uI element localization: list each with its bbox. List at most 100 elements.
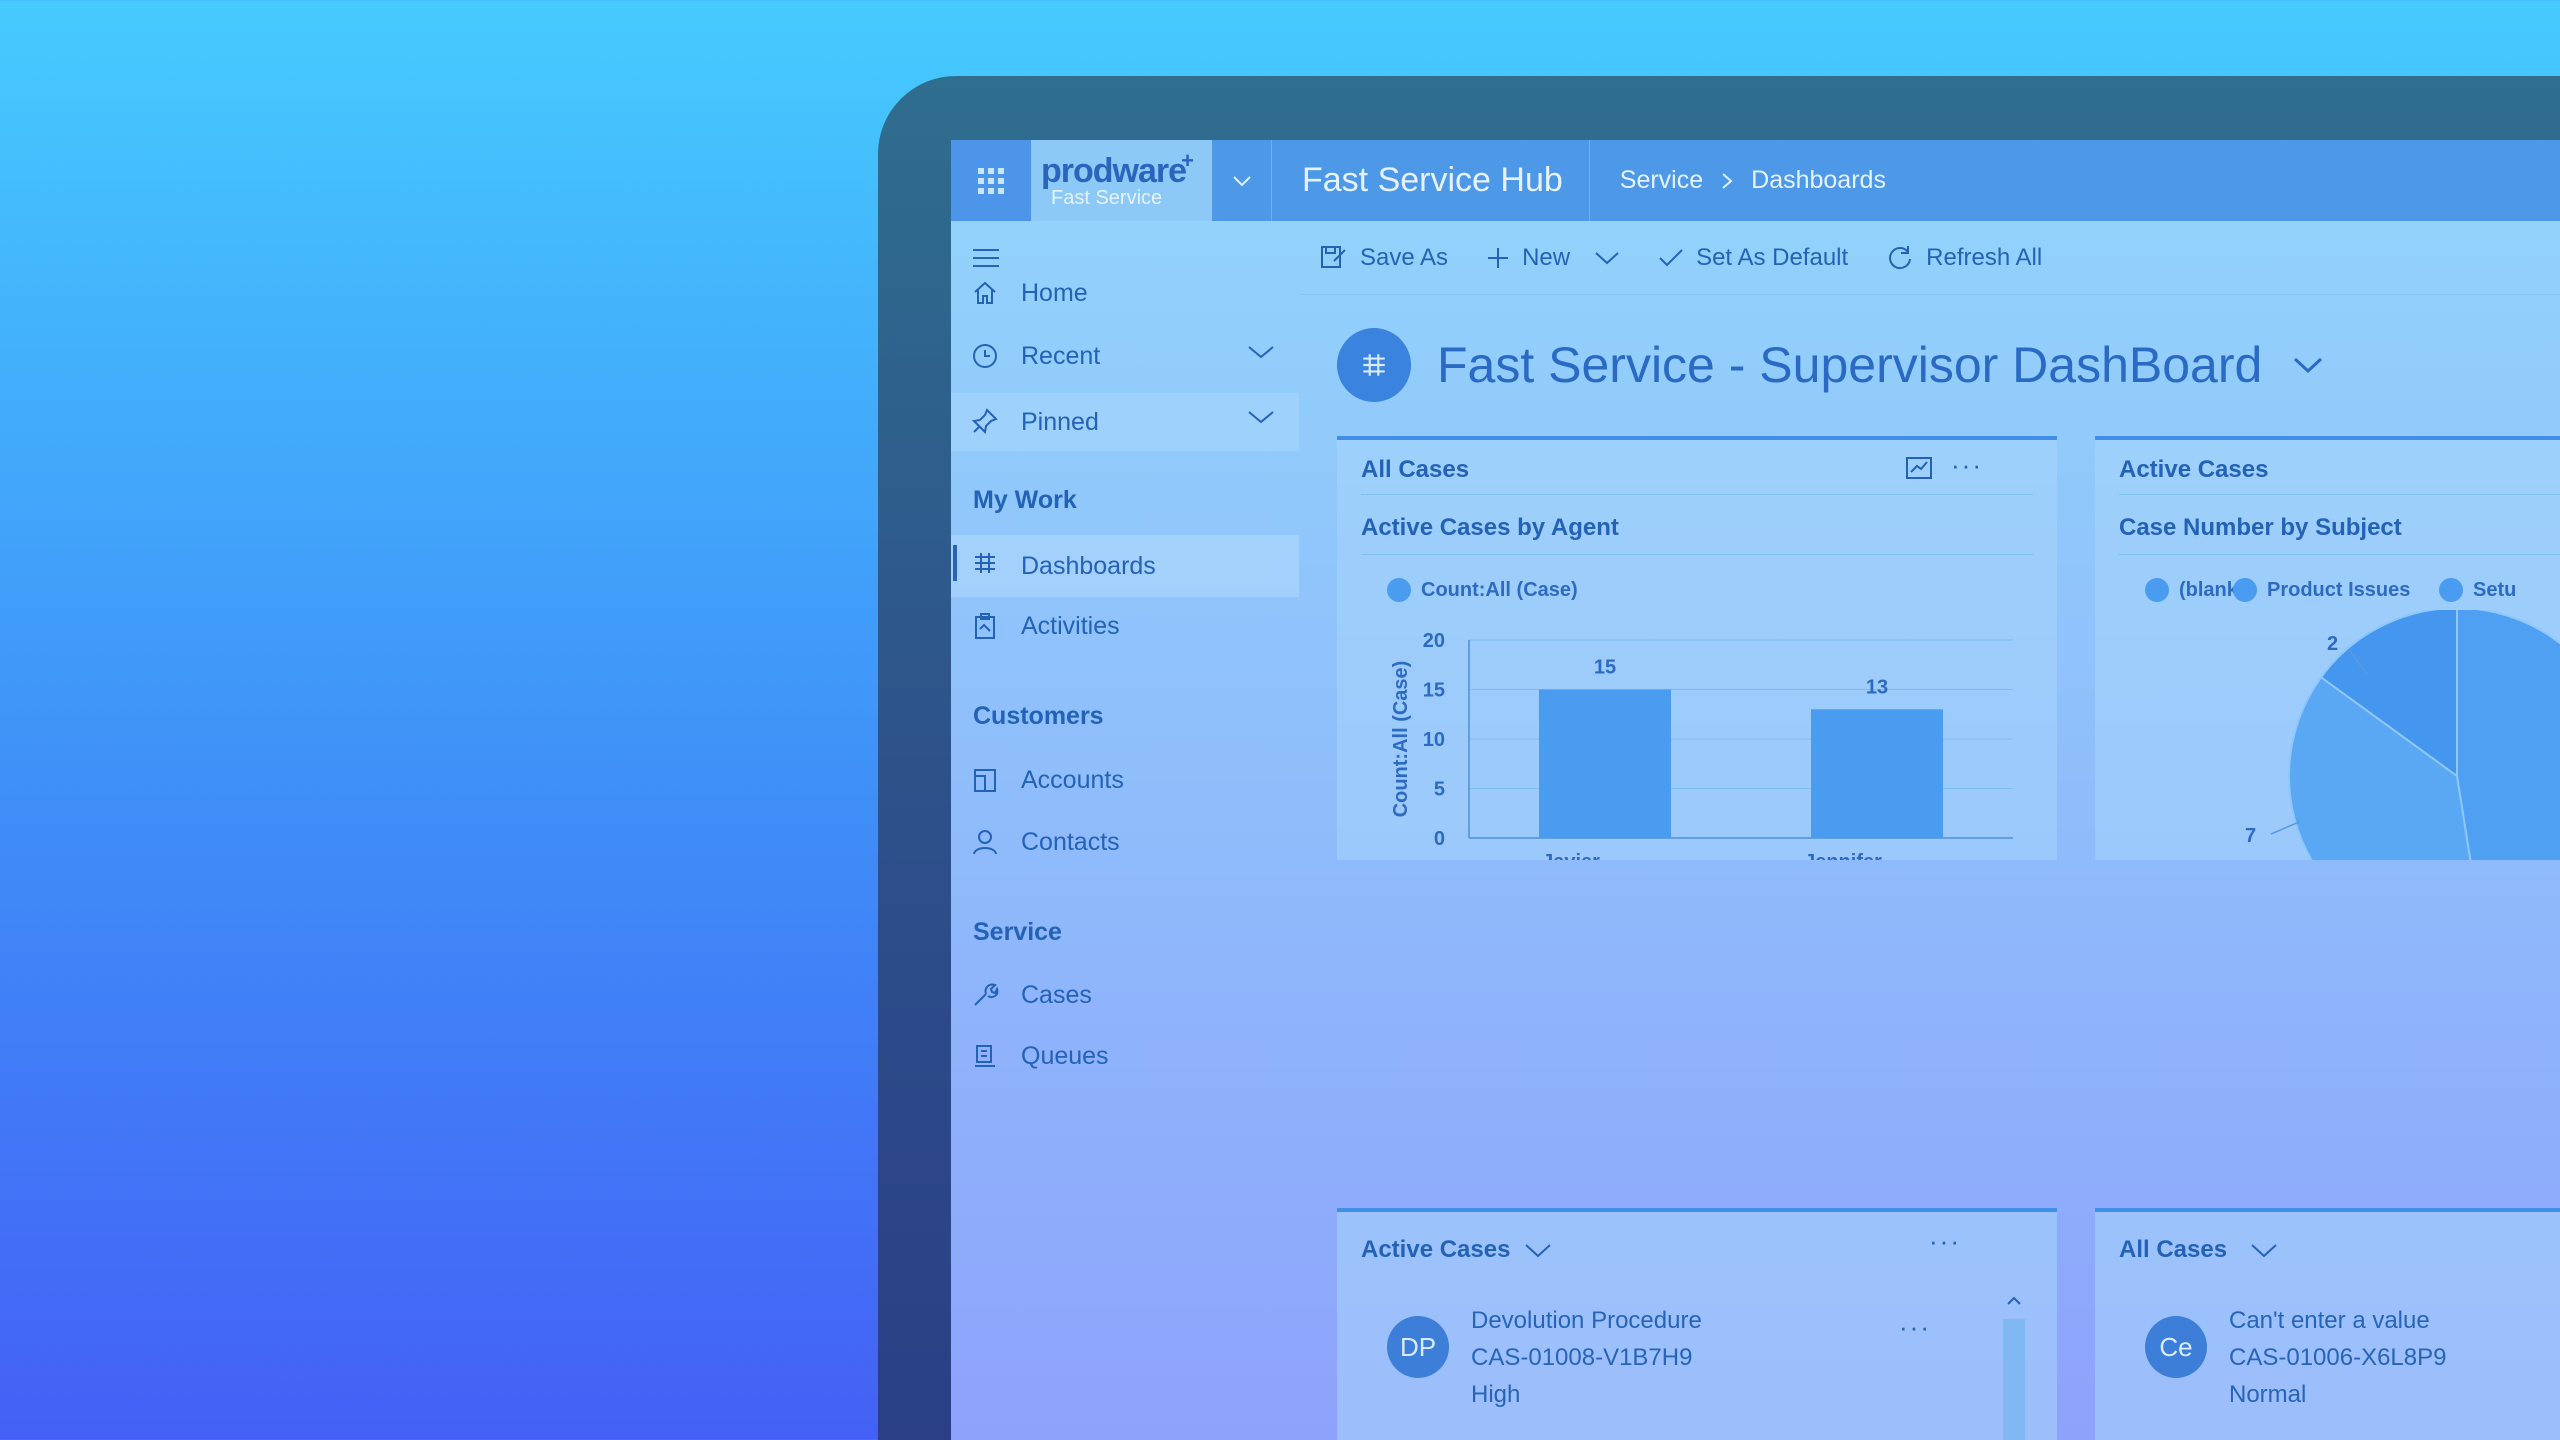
sidebar-item-queues[interactable]: Queues (951, 1028, 1299, 1084)
list-item[interactable]: Ce Can't enter a value CAS-01006-X6L8P9 … (2145, 1302, 2446, 1413)
case-number: CAS-01008-V1B7H9 (1471, 1344, 1693, 1371)
chart-subtitle: Active Cases by Agent (1361, 514, 1619, 541)
sidebar-item-cases[interactable]: Cases (951, 967, 1299, 1023)
breadcrumb-dashboards[interactable]: Dashboards (1751, 166, 1886, 194)
card-active-cases-chart: Active Cases Case Number by Subject (bla… (2095, 436, 2560, 860)
sidebar-item-dashboards[interactable]: Dashboards (951, 535, 1299, 597)
chart-legend-item: Setu (2439, 578, 2516, 602)
bar (1539, 689, 1671, 838)
sidebar-item-recent[interactable]: Recent (951, 328, 1299, 384)
card-title: Active Cases (2119, 456, 2269, 483)
app-switcher-dropdown[interactable] (1212, 140, 1272, 221)
sidebar-item-pinned[interactable]: Pinned (951, 393, 1299, 451)
legend-label: Count:All (Case) (1421, 578, 1578, 601)
more-options-icon[interactable]: ··· (1929, 1226, 1961, 1256)
set-as-default-label: Set As Default (1696, 243, 1849, 271)
case-title[interactable]: Devolution Procedure (1471, 1307, 1702, 1334)
sidebar-item-contacts[interactable]: Contacts (951, 814, 1299, 870)
dashboard-selector-chevron-icon[interactable] (2292, 355, 2324, 375)
case-number: CAS-01006-X6L8P9 (2229, 1344, 2447, 1371)
card-all-cases-chart: All Cases ··· Active Cases by Agent Coun… (1337, 436, 2057, 860)
pie-slice (2456, 610, 2560, 860)
separator (1361, 494, 2033, 495)
separator (2119, 554, 2560, 555)
sidebar-item-activities[interactable]: Activities (951, 598, 1299, 654)
chart-legend: Count:All (Case) (1387, 578, 1578, 602)
pin-icon (971, 408, 998, 435)
scrollbar[interactable] (2003, 1294, 2025, 1440)
section-my-work: My Work (973, 486, 1077, 514)
item-more-options-icon[interactable]: ··· (1899, 1312, 1931, 1342)
legend-label: Product Issues (2267, 578, 2411, 601)
sidebar-item-accounts[interactable]: Accounts (951, 752, 1299, 808)
y-tick-label: 15 (1423, 680, 1445, 702)
chevron-down-icon[interactable] (1247, 409, 1275, 425)
chevron-right-icon (1722, 172, 1733, 189)
pie-data-label: 2 (2327, 633, 2338, 655)
legend-swatch (1387, 578, 1411, 602)
sidebar-item-label: Pinned (1021, 407, 1099, 436)
pie-slice (2288, 675, 2472, 860)
expand-chart-icon[interactable] (1905, 456, 1933, 480)
x-tick-label: Javier (1542, 851, 1600, 860)
plus-icon (1488, 247, 1509, 268)
list-item[interactable]: DP Devolution Procedure CAS-01008-V1B7H9… (1387, 1302, 1702, 1413)
pie-slice (2319, 610, 2458, 778)
data-label: 13 (1866, 676, 1888, 698)
chart-legend-item: (blank) (2145, 578, 2245, 602)
breadcrumb: Service Dashboards (1590, 166, 1886, 195)
hamburger-menu-icon[interactable] (973, 249, 999, 273)
case-title[interactable]: Can't enter a value (2229, 1307, 2430, 1334)
card-title[interactable]: All Cases (2119, 1236, 2228, 1263)
dashboard-title: Fast Service - Supervisor DashBoard (1437, 337, 2263, 393)
x-tick-label: Jennifer (1804, 851, 1882, 860)
refresh-all-button[interactable]: Refresh All (1886, 244, 2042, 272)
case-priority: High (1471, 1381, 1521, 1408)
breadcrumb-service[interactable]: Service (1619, 166, 1704, 194)
save-as-button[interactable]: Save As (1320, 244, 1448, 272)
leader-line (2348, 649, 2368, 675)
legend-swatch (2439, 578, 2463, 602)
y-tick-label: 20 (1423, 630, 1445, 652)
new-label: New (1522, 243, 1571, 271)
card-active-cases-list: Active Cases ··· DP Devolution Procedure… (1337, 1208, 2057, 1440)
view-selector-chevron-icon[interactable] (1523, 1242, 1553, 1260)
app-launcher-button[interactable] (951, 140, 1031, 221)
dashboard-icon (1337, 328, 1411, 402)
sidebar-item-label: Contacts (1021, 827, 1120, 856)
set-as-default-button[interactable]: Set As Default (1658, 244, 1848, 272)
scrollbar-thumb[interactable] (2003, 1319, 2025, 1440)
separator (2119, 494, 2560, 495)
data-label: 15 (1594, 657, 1616, 679)
y-tick-label: 0 (1434, 828, 1445, 850)
bar (1811, 709, 1943, 838)
y-tick-label: 5 (1434, 779, 1445, 801)
view-selector-chevron-icon[interactable] (2249, 1242, 2279, 1260)
logo-wordmark: prodware (1041, 151, 1187, 190)
bar-chart: 0510152015Javier13JenniferOwnerCount:All… (1390, 630, 2013, 860)
save-as-icon (1321, 245, 1346, 268)
sidebar-item-label: Queues (1021, 1041, 1109, 1070)
legend-swatch (2233, 578, 2257, 602)
legend-label: (blank) (2179, 578, 2245, 601)
section-service: Service (973, 918, 1062, 946)
card-all-cases-list: All Cases Ce Can't enter a value CAS-010… (2095, 1208, 2560, 1440)
prodware-logo[interactable]: prodware Fast Service + (1031, 140, 1212, 221)
sidebar-item-home[interactable]: Home (951, 265, 1299, 321)
chart-subtitle: Case Number by Subject (2119, 514, 2402, 541)
more-options-icon[interactable]: ··· (1951, 450, 1983, 480)
waffle-icon (978, 167, 1004, 194)
new-button[interactable]: New (1486, 244, 1620, 272)
legend-swatch (2145, 578, 2169, 602)
chevron-down-icon[interactable] (1247, 344, 1275, 360)
scroll-up-icon[interactable] (2003, 1294, 2025, 1308)
app-title[interactable]: Fast Service Hub (1272, 140, 1590, 221)
case-priority: Normal (2229, 1381, 2307, 1408)
chevron-down-icon[interactable] (1594, 250, 1620, 266)
legend-label: Setu (2473, 578, 2517, 601)
avatar: Ce (2145, 1316, 2207, 1378)
checkmark-icon (1659, 248, 1683, 266)
card-title[interactable]: Active Cases (1361, 1236, 1511, 1263)
logo-subtitle: Fast Service (1051, 186, 1163, 209)
queue-icon (975, 1045, 995, 1067)
